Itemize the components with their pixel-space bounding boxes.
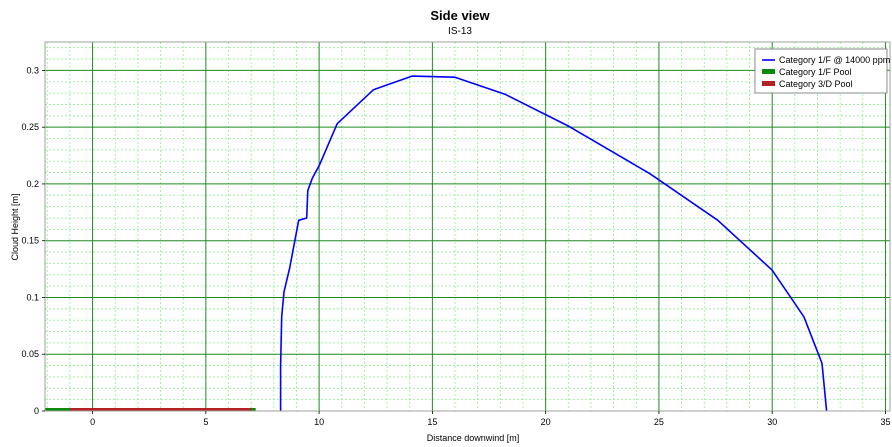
plot-area — [44, 41, 891, 412]
chart-title: Side view — [430, 8, 490, 23]
x-axis-ticks: 0 5 10 15 20 25 30 35 — [90, 411, 890, 427]
legend-label: Category 3/D Pool — [779, 79, 853, 89]
legend-label: Category 1/F Pool — [779, 67, 852, 77]
minor-grid — [45, 42, 890, 411]
y-tick-label: 0.25 — [21, 122, 39, 132]
legend: Category 1/F @ 14000 ppm Category 1/F Poo… — [754, 48, 890, 94]
x-tick-label: 0 — [90, 417, 95, 427]
y-axis-title: Cloud Height [m] — [10, 193, 20, 260]
x-tick-label: 30 — [767, 417, 777, 427]
x-tick-label: 35 — [880, 417, 890, 427]
legend-swatch — [762, 81, 775, 86]
x-tick-label: 5 — [203, 417, 208, 427]
x-tick-label: 10 — [314, 417, 324, 427]
major-grid — [45, 42, 890, 411]
pool-bar — [69, 408, 252, 411]
cloud-height-line — [279, 75, 828, 412]
y-tick-label: 0.15 — [21, 236, 39, 246]
plot-background — [45, 42, 890, 411]
chart-subtitle: IS-13 — [448, 26, 472, 37]
y-axis-ticks: 0 0.05 0.1 0.15 0.2 0.25 0.3 — [21, 65, 45, 416]
y-tick-label: 0.1 — [26, 292, 39, 302]
x-tick-label: 15 — [427, 417, 437, 427]
y-tick-label: 0.05 — [21, 349, 39, 359]
series-layer — [45, 75, 828, 412]
legend-label: Category 1/F @ 14000 ppm — [779, 55, 890, 65]
y-tick-label: 0.2 — [26, 179, 39, 189]
y-tick-label: 0 — [34, 406, 39, 416]
plot-frame — [44, 41, 891, 412]
x-tick-label: 20 — [541, 417, 551, 427]
x-axis-title: Distance downwind [m] — [427, 433, 520, 443]
legend-swatch — [762, 69, 775, 74]
legend-box — [754, 48, 888, 94]
y-tick-label: 0.3 — [26, 65, 39, 75]
x-tick-label: 25 — [654, 417, 664, 427]
